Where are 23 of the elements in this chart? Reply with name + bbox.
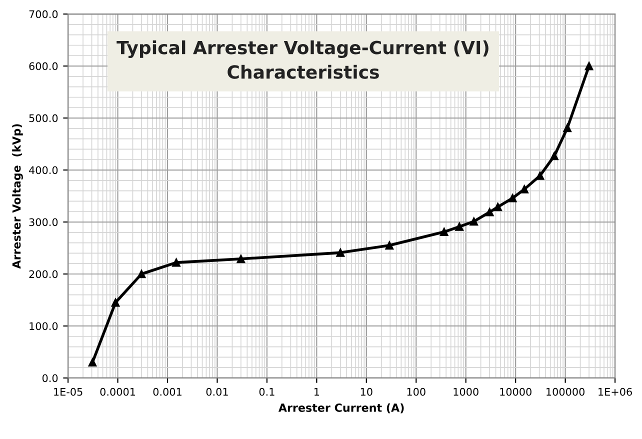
y-tick-label: 100.0 — [30, 322, 58, 330]
x-axis-title: Arrester Current (A) — [278, 403, 404, 414]
x-tick-label: 0.0001 — [100, 388, 136, 396]
x-tick-label: 100000 — [546, 388, 584, 396]
y-tick-label: 600.0 — [29, 62, 58, 70]
y-tick-label: 700.0 — [29, 10, 58, 18]
x-tick-label: 0.01 — [206, 388, 228, 396]
x-tick-label: 1E+06 — [598, 388, 632, 396]
y-tick-label: 200.0 — [29, 270, 58, 278]
x-tick-label: 1000 — [454, 388, 478, 396]
y-tick-label: 400.0 — [29, 166, 58, 174]
x-tick-label: 10 — [360, 388, 372, 396]
x-tick-label: 0.001 — [153, 388, 182, 396]
x-tick-label: 1E-05 — [54, 388, 82, 396]
x-tick-label: 1 — [314, 388, 320, 396]
x-tick-label: 0.1 — [259, 388, 274, 396]
x-tick-label: 10000 — [500, 388, 532, 396]
y-tick-label: 300.0 — [29, 218, 58, 226]
text: Typical Arrester Voltage-Current (VI) Characteristics — [116, 40, 488, 79]
y-axis-title: Arrester Voltage (kVp) — [12, 124, 23, 269]
y-tick-label: 0.0 — [42, 374, 58, 382]
y-tick-label: 500.0 — [29, 114, 58, 122]
x-tick-label: 100 — [407, 388, 426, 396]
